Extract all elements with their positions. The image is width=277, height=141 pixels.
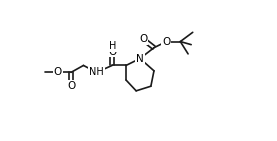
Text: O: O [162, 37, 171, 47]
Text: O: O [108, 47, 116, 57]
Text: O: O [54, 67, 62, 77]
Text: H: H [109, 41, 117, 51]
Text: O: O [67, 81, 75, 91]
Text: NH: NH [89, 67, 104, 77]
Text: N: N [136, 53, 144, 63]
Text: O: O [139, 34, 147, 44]
